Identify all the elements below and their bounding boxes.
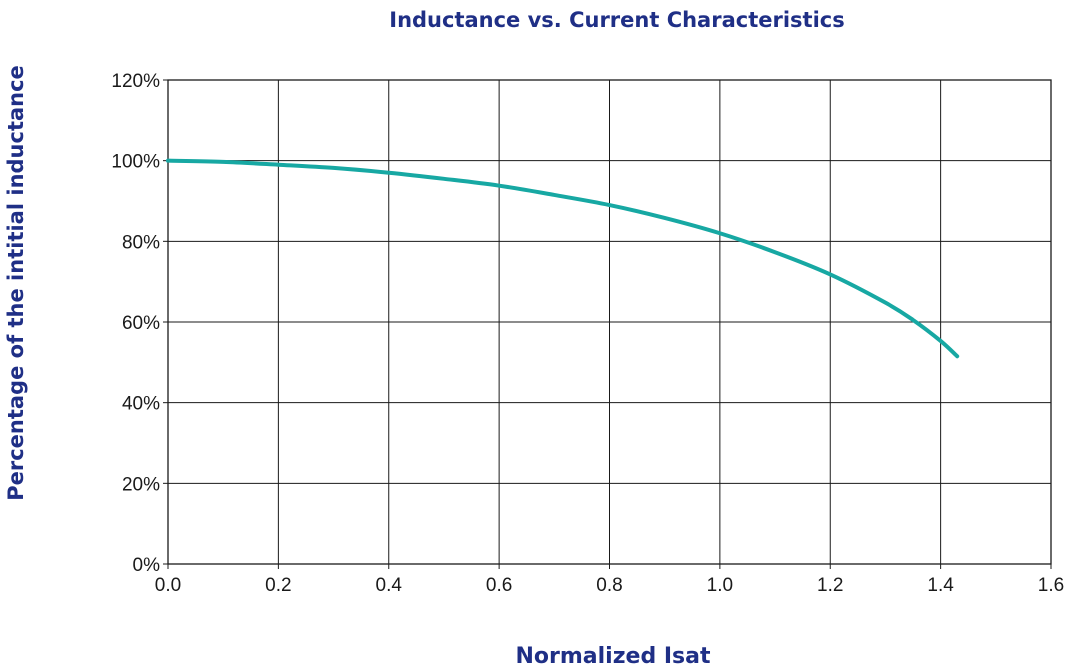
y-tick-label: 20% bbox=[122, 474, 160, 495]
x-tick-label: 1.0 bbox=[707, 575, 733, 596]
x-tick-label: 0.0 bbox=[155, 575, 181, 596]
y-axis-label: Percentage of the intitial inductance bbox=[4, 65, 28, 501]
y-tick-label: 120% bbox=[111, 71, 160, 92]
x-axis-label: Normalized Isat bbox=[515, 644, 710, 669]
y-tick-label: 60% bbox=[122, 313, 160, 334]
y-tick-label: 0% bbox=[133, 555, 161, 576]
y-tick-label: 100% bbox=[111, 152, 160, 173]
x-tick-label: 1.4 bbox=[927, 575, 954, 596]
x-tick-label: 1.6 bbox=[1038, 575, 1064, 596]
plot-area: 0% 20% 40% 60% 80% 100% 120% 0.0 0.2 0.4 0.6 0.8 1.0… bbox=[111, 71, 1064, 596]
x-tick-label: 0.2 bbox=[265, 575, 291, 596]
y-tick-label: 80% bbox=[122, 232, 160, 253]
x-tick-label: 0.6 bbox=[486, 575, 512, 596]
y-tick-label: 40% bbox=[122, 394, 160, 415]
x-tick-label: 0.4 bbox=[376, 575, 403, 596]
series-line bbox=[166, 158, 960, 359]
x-tick-label: 0.8 bbox=[596, 575, 622, 596]
chart-title: Inductance vs. Current Characteristics bbox=[389, 8, 844, 32]
x-tick-label: 1.2 bbox=[817, 575, 843, 596]
